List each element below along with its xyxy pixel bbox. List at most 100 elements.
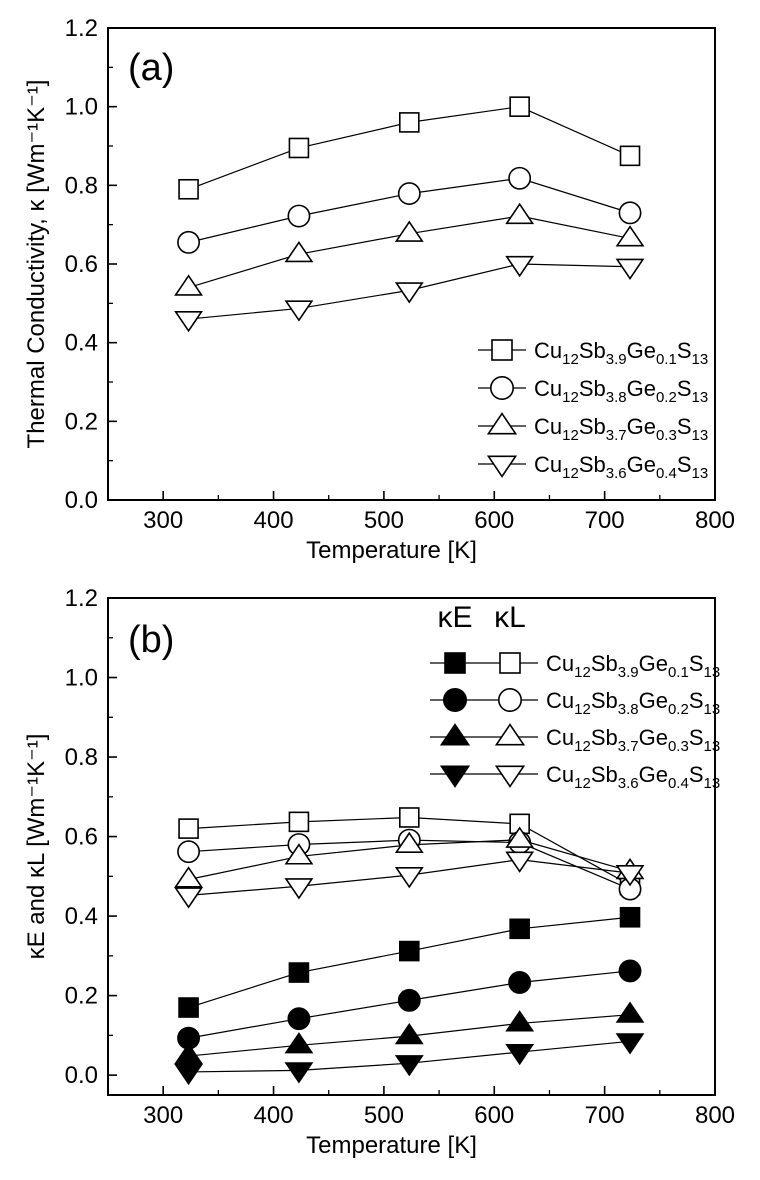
series-3: [174, 255, 645, 333]
legend-entry-label-part: 0.2: [668, 701, 689, 718]
legend-marker: [494, 723, 526, 746]
series-0: [178, 906, 641, 1018]
data-point: [284, 300, 314, 322]
legend-entry-label-part: 13: [692, 465, 709, 482]
legend-entry-label: Cu12Sb3.9Ge0.1S13: [534, 338, 708, 368]
data-point: [288, 962, 310, 983]
data-point: [505, 255, 535, 278]
legend-marker: [439, 723, 471, 746]
legend-entry-label-base: Cu: [534, 452, 562, 477]
legend-entry-label-part: Sb: [591, 651, 618, 676]
legend-entry-label-part: 0.1: [656, 351, 677, 368]
legend-marker: [497, 687, 522, 712]
chart-panel-b: 300 400 500 600 700 800 0.0 0.2 0.4 0.6 0.8 1.0 1.2 T…: [23, 585, 735, 1159]
data-point: [505, 851, 535, 873]
chart-panel-a: 300 400 500 600 700 800 0.0 0.2 0.4 0.6 0.8 1.0 1.2 T…: [23, 15, 735, 564]
data-point: [505, 1043, 535, 1066]
data-point: [619, 145, 641, 167]
data-point: [394, 831, 424, 854]
legend-entry-label-part: 13: [704, 664, 721, 681]
legend-entry-label-part: S: [689, 688, 704, 713]
x-tick-label: 600: [474, 1102, 514, 1129]
legend-marker: [486, 455, 518, 478]
legend-entry-label-part: 13: [692, 389, 709, 406]
x-tick-label: 800: [695, 1102, 735, 1129]
legend-entry-label-part: S: [677, 338, 692, 363]
data-point: [509, 96, 530, 117]
data-point: [615, 1001, 645, 1023]
legend-entry-label-base: Cu: [534, 338, 562, 363]
y-tick-label: 0.2: [65, 983, 98, 1010]
legend-entry-label-part: 0.1: [668, 664, 689, 681]
data-point: [394, 220, 424, 242]
legend-entry-label-part: Ge: [627, 414, 656, 439]
x-tick-label: 300: [143, 507, 183, 534]
data-point: [287, 204, 311, 228]
legend-entry-label-part: Sb: [579, 414, 606, 439]
data-point: [509, 918, 530, 940]
legend-entry-label-part: 12: [562, 427, 579, 444]
legend-entry-label-part: 13: [704, 701, 721, 718]
x-tick-label: 600: [474, 507, 514, 534]
data-point: [177, 840, 201, 864]
y-tick-label: 1.0: [65, 94, 98, 121]
x-tick-label: 300: [143, 1102, 183, 1129]
data-point: [174, 1042, 203, 1065]
legend-entry-label-part: 12: [574, 738, 591, 755]
y-tick-label: 0.0: [65, 1062, 98, 1089]
legend-entry-label-part: 12: [562, 351, 579, 368]
series-1: [177, 959, 642, 1050]
data-point: [397, 182, 421, 206]
legend-entry-label-part: 3.8: [606, 389, 627, 406]
legend-entry-label-part: Ge: [639, 762, 668, 787]
legend-entry-label-part: 12: [574, 701, 591, 718]
data-point: [284, 843, 314, 865]
legend-entry-label-part: 3.9: [606, 351, 627, 368]
legend-marker: [442, 687, 467, 712]
data-point: [615, 865, 645, 887]
y-tick-label: 0.4: [65, 903, 98, 930]
legend-entry-label-part: 0.3: [668, 738, 689, 755]
legend-entry-label-part: 12: [574, 664, 591, 681]
legend-entry-label: Cu12Sb3.8Ge0.2S13: [534, 376, 708, 406]
legend-marker: [439, 765, 471, 788]
y-tick-label: 0.0: [65, 487, 98, 514]
legend-entry-label-part: Ge: [627, 376, 656, 401]
data-point: [178, 818, 199, 839]
series-7: [174, 851, 645, 909]
legend-entry-label-part: 13: [704, 738, 721, 755]
data-point: [508, 971, 532, 994]
legend-entry-label-base: Cu: [546, 762, 574, 787]
legend-entry-label-part: 3.6: [618, 775, 639, 792]
y-tick-label: 0.6: [65, 824, 98, 851]
legend-entry-label: Cu12Sb3.9Ge0.1S13: [546, 651, 720, 681]
legend-entry-label-part: 0.4: [668, 775, 689, 792]
data-point: [615, 1033, 645, 1055]
legend-entry-label-part: 13: [704, 775, 721, 792]
data-point: [284, 1032, 314, 1054]
legend-entry-label-part: Ge: [639, 651, 668, 676]
legend-entry-label-part: 12: [562, 465, 579, 482]
data-point: [398, 112, 420, 133]
panel-label: (a): [128, 47, 174, 89]
legend-marker: [444, 652, 466, 674]
legend-entry-label: Cu12Sb3.7Ge0.3S13: [546, 725, 720, 755]
series-0: [178, 96, 641, 200]
legend-entry-label-part: Sb: [591, 762, 618, 787]
data-point: [397, 988, 421, 1012]
y-tick-label: 0.4: [65, 330, 98, 357]
legend-entry-label-part: Ge: [639, 725, 668, 750]
legend-entry-label-part: Ge: [627, 338, 656, 363]
data-point: [174, 887, 203, 909]
legend-entry-label-base: Cu: [534, 376, 562, 401]
data-point: [508, 166, 532, 190]
y-axis-title: κE and κL [Wm⁻¹K⁻¹]: [23, 734, 50, 960]
legend-entry-label-part: 12: [574, 775, 591, 792]
legend: Cu12Sb3.9Ge0.1S13Cu12Sb3.8Ge0.2S13Cu12Sb…: [478, 338, 708, 482]
legend-header: κL: [494, 601, 526, 634]
data-point: [288, 137, 310, 159]
legend-entry-label-part: Sb: [591, 725, 618, 750]
legend-entry-label-part: 13: [692, 427, 709, 444]
data-point: [394, 1055, 424, 1077]
x-tick-label: 400: [254, 507, 294, 534]
